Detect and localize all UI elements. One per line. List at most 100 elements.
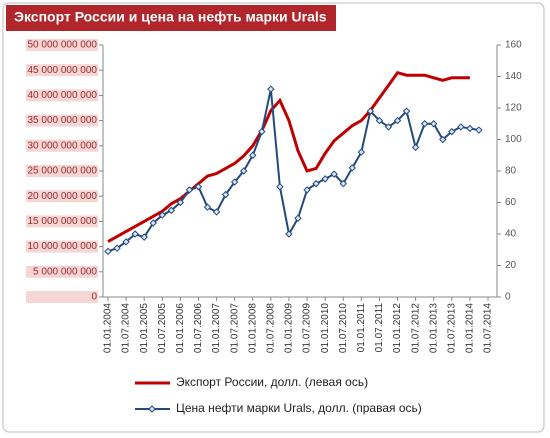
- x-tick-label: 01.01.2006: [175, 303, 186, 353]
- y2-tick-label: 160: [505, 40, 522, 51]
- point-marker: [122, 238, 130, 246]
- x-tick-label: 01.07.2012: [410, 303, 421, 353]
- x-tick-label: 01.07.2014: [483, 303, 494, 353]
- point-marker: [393, 116, 402, 125]
- y2-tick-label: 40: [505, 229, 517, 240]
- y-tick-bg: [26, 89, 98, 102]
- point-marker: [439, 135, 447, 144]
- point-marker: [212, 208, 221, 216]
- x-tick-label: 01.07.2011: [374, 303, 385, 353]
- point-marker: [131, 230, 139, 238]
- point-marker: [348, 164, 356, 172]
- y2-tick-label: 100: [505, 134, 522, 145]
- point-marker: [149, 219, 157, 227]
- point-marker: [240, 167, 248, 175]
- y-tick-label: 35 000 000 000: [27, 115, 97, 126]
- point-marker: [221, 190, 230, 199]
- y-tick-bg: [26, 291, 98, 303]
- x-tick-label: 01.07.2004: [121, 303, 132, 353]
- x-tick-label: 01.07.2010: [338, 303, 349, 353]
- x-tick-label: 01.01.2009: [284, 303, 295, 353]
- y2-tick-label: 20: [505, 260, 517, 271]
- point-marker: [357, 148, 366, 156]
- y-tick-bg: [26, 265, 98, 278]
- y-tick-bg: [26, 165, 98, 177]
- y-tick-bg: [26, 215, 98, 228]
- point-marker: [430, 120, 438, 128]
- x-tick-label: 01.07.2008: [265, 303, 276, 353]
- point-marker: [203, 203, 212, 211]
- y-tick-bg: [26, 139, 98, 152]
- legend-label: Экспорт России, долл. (левая ось): [176, 375, 368, 389]
- x-tick-label: 01.01.2011: [356, 303, 367, 353]
- point-marker: [285, 230, 293, 238]
- point-marker: [140, 233, 148, 241]
- y-tick-bg: [26, 39, 98, 51]
- x-tick-label: 01.07.2006: [193, 303, 204, 353]
- y-tick-bg: [26, 114, 98, 127]
- y-tick-label: 15 000 000 000: [27, 216, 97, 227]
- point-marker: [448, 127, 456, 136]
- point-marker: [384, 123, 393, 131]
- point-marker: [366, 107, 375, 115]
- x-tick-label: 01.01.2005: [139, 303, 150, 353]
- chart-title: Экспорт России и цена на нефть марки Ura…: [14, 9, 327, 25]
- legend-marker: [148, 405, 156, 413]
- y-tick-bg: [26, 64, 98, 77]
- y2-tick-label: 120: [505, 103, 522, 114]
- point-marker: [312, 179, 320, 188]
- y2-tick-label: 140: [505, 71, 522, 82]
- x-tick-label: 01.01.2004: [103, 303, 114, 353]
- point-marker: [475, 126, 483, 134]
- x-tick-label: 01.01.2012: [392, 303, 403, 353]
- point-marker: [402, 107, 411, 115]
- x-tick-label: 01.01.2008: [247, 303, 258, 353]
- point-marker: [167, 206, 176, 215]
- point-marker: [457, 123, 465, 131]
- point-marker: [249, 151, 257, 159]
- x-tick-label: 01.07.2005: [157, 303, 168, 353]
- y-tick-label: 20 000 000 000: [27, 191, 97, 202]
- point-marker: [294, 214, 302, 222]
- x-tick-label: 01.01.2007: [211, 303, 222, 353]
- point-marker: [158, 211, 166, 219]
- y2-tick-label: 80: [505, 166, 517, 177]
- point-marker: [303, 186, 311, 194]
- point-marker: [104, 247, 112, 256]
- title-bar: [6, 5, 336, 31]
- x-tick-label: 01.01.2013: [428, 303, 439, 353]
- legend-label: Цена нефти марки Urals, долл. (правая ос…: [176, 401, 422, 415]
- point-marker: [230, 178, 239, 186]
- y-tick-label: 50 000 000 000: [27, 40, 97, 51]
- y2-tick-label: 0: [505, 292, 511, 303]
- x-tick-label: 01.01.2014: [465, 303, 476, 353]
- point-marker: [176, 198, 185, 207]
- y-tick-label: 10 000 000 000: [27, 241, 97, 252]
- y-tick-bg: [26, 240, 98, 253]
- point-marker: [339, 179, 347, 188]
- y-tick-label: 45 000 000 000: [27, 65, 97, 76]
- point-marker: [185, 186, 194, 194]
- y-tick-label: 0: [91, 292, 97, 303]
- x-tick-label: 01.07.2007: [229, 303, 240, 353]
- y-tick-label: 25 000 000 000: [27, 166, 97, 177]
- point-marker: [420, 120, 429, 128]
- point-marker: [330, 170, 338, 178]
- x-tick-label: 01.01.2010: [320, 303, 331, 353]
- y2-tick-label: 60: [505, 197, 517, 208]
- point-marker: [321, 175, 329, 183]
- point-marker: [267, 85, 275, 93]
- point-marker: [276, 183, 284, 191]
- point-marker: [466, 124, 474, 133]
- y-tick-label: 30 000 000 000: [27, 140, 97, 151]
- y-tick-label: 40 000 000 000: [27, 90, 97, 101]
- point-marker: [113, 244, 121, 252]
- x-tick-label: 01.07.2013: [446, 303, 457, 353]
- point-marker: [258, 127, 266, 136]
- point-marker: [194, 183, 203, 191]
- point-marker: [411, 143, 420, 152]
- point-marker: [375, 116, 384, 125]
- series-line: [107, 70, 470, 243]
- x-tick-label: 01.07.2009: [302, 303, 313, 353]
